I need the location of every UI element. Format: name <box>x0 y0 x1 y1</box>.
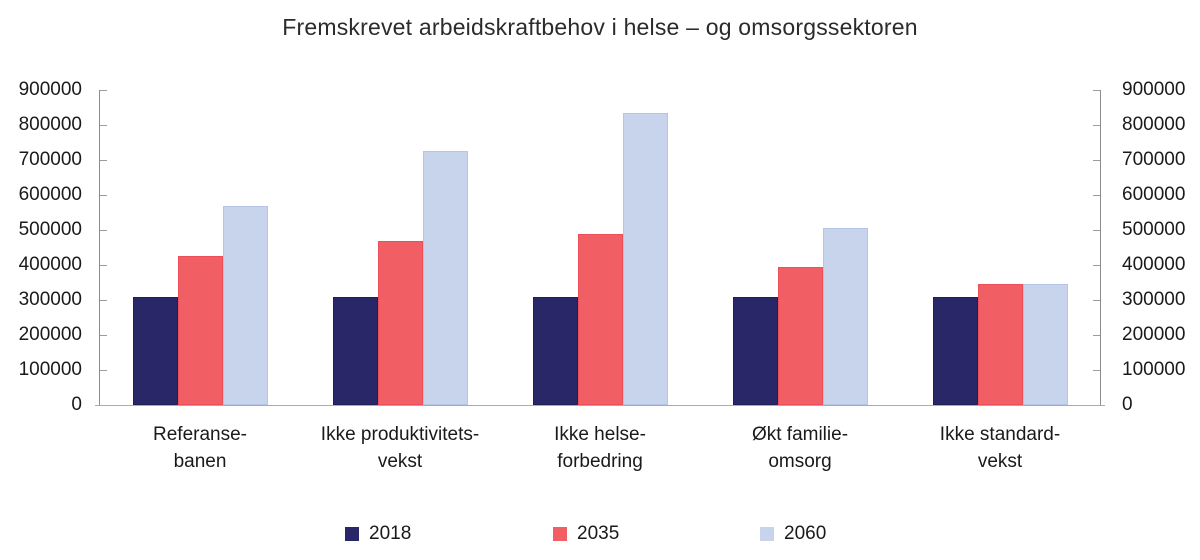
y-axis-label-right: 200000 <box>1122 324 1186 345</box>
y-tick-right <box>1093 160 1100 161</box>
bar-2018-ikke-produktivitetsvekst <box>332 296 378 405</box>
x-axis-label-line: Økt familie- <box>751 424 849 445</box>
x-axis-label-line: Ikke produktivitets- <box>320 424 480 445</box>
y-tick-right <box>1093 370 1100 371</box>
y-tick-right <box>1093 335 1100 336</box>
y-tick-left <box>100 195 107 196</box>
x-axis-label-line: vekst <box>977 451 1023 472</box>
y-axis-label-left: 700000 <box>18 149 82 170</box>
y-axis-label-left: 400000 <box>18 254 82 275</box>
y-axis-label-left: 900000 <box>18 79 82 100</box>
x-axis-label-line: forbedring <box>557 451 643 472</box>
y-axis-label-right: 100000 <box>1122 359 1186 380</box>
x-axis-label-ikke-helseforbedring: Ikke helse-forbedring <box>490 421 710 475</box>
x-axis-label-line: Referanse- <box>153 424 247 445</box>
y-axis-label-right: 900000 <box>1122 79 1186 100</box>
y-tick-right <box>1093 125 1100 126</box>
x-axis-label--kt-familieomsorg: Økt familie-omsorg <box>690 421 910 475</box>
y-axis-label-left: 300000 <box>18 289 82 310</box>
x-axis-label-line: Ikke standard- <box>939 424 1061 445</box>
bar-2018-ikke-helseforbedring <box>532 296 578 405</box>
y-tick-left <box>100 125 107 126</box>
legend-swatch-2035 <box>553 526 567 541</box>
bar-2018--kt-familieomsorg <box>732 296 778 405</box>
y-tick-right <box>1093 195 1100 196</box>
y-axis-label-right: 700000 <box>1122 149 1186 170</box>
y-axis-label-left: 800000 <box>18 114 82 135</box>
bar-2035-referansebanen <box>177 256 223 405</box>
x-axis-label-line: omsorg <box>768 451 832 472</box>
legend-swatch-2060 <box>760 526 774 541</box>
bar-2060-ikke-standardvekst <box>1022 284 1068 405</box>
y-tick-left <box>100 265 107 266</box>
y-axis-label-right: 600000 <box>1122 184 1186 205</box>
bar-2035-ikke-produktivitetsvekst <box>377 240 423 405</box>
x-axis-label-referansebanen: Referanse-banen <box>90 421 310 475</box>
y-axis-label-right: 0 <box>1122 394 1133 415</box>
y-axis-label-left: 0 <box>71 394 82 415</box>
chart-title: Fremskrevet arbeidskraftbehov i helse – … <box>282 14 918 40</box>
y-axis-label-left: 100000 <box>18 359 82 380</box>
y-tick-left <box>100 160 107 161</box>
y-tick-left <box>100 230 107 231</box>
y-axis-line-right <box>1100 90 1101 406</box>
y-axis-label-right: 500000 <box>1122 219 1186 240</box>
y-tick-right <box>1093 300 1100 301</box>
x-axis-label-ikke-standardvekst: Ikke standard-vekst <box>890 421 1110 475</box>
y-tick-left <box>100 370 107 371</box>
bar-2035--kt-familieomsorg <box>777 266 823 405</box>
legend-item-2035: 2035 <box>553 521 619 546</box>
x-axis-line <box>95 405 1105 406</box>
legend-label-2035: 2035 <box>577 523 620 544</box>
bar-2018-ikke-standardvekst <box>932 296 978 405</box>
y-axis-label-left: 500000 <box>18 219 82 240</box>
bar-2060-ikke-produktivitetsvekst <box>422 151 468 405</box>
legend-item-2060: 2060 <box>760 521 826 546</box>
x-axis-label-ikke-produktivitetsvekst: Ikke produktivitets-vekst <box>290 421 510 475</box>
legend-label-2018: 2018 <box>369 523 412 544</box>
bar-2018-referansebanen <box>132 296 178 405</box>
legend-label-2060: 2060 <box>784 523 827 544</box>
bar-2035-ikke-helseforbedring <box>577 234 623 405</box>
y-tick-left <box>100 90 107 91</box>
x-axis-label-line: vekst <box>377 451 423 472</box>
legend-swatch-2018 <box>345 526 359 541</box>
y-tick-left <box>100 335 107 336</box>
bar-2035-ikke-standardvekst <box>977 284 1023 405</box>
bar-2060-ikke-helseforbedring <box>622 112 668 405</box>
y-tick-right <box>1093 265 1100 266</box>
y-axis-label-right: 300000 <box>1122 289 1186 310</box>
y-tick-left <box>100 300 107 301</box>
y-tick-right <box>1093 90 1100 91</box>
y-tick-right <box>1093 230 1100 231</box>
y-axis-label-left: 200000 <box>18 324 82 345</box>
bar-2060--kt-familieomsorg <box>822 228 868 405</box>
y-axis-line-left <box>99 90 100 406</box>
y-axis-label-left: 600000 <box>18 184 82 205</box>
x-axis-label-line: banen <box>173 451 227 472</box>
bar-2060-referansebanen <box>222 205 268 405</box>
legend-item-2018: 2018 <box>345 521 411 546</box>
y-axis-label-right: 800000 <box>1122 114 1186 135</box>
x-axis-label-line: Ikke helse- <box>554 424 646 445</box>
y-axis-label-right: 400000 <box>1122 254 1186 275</box>
